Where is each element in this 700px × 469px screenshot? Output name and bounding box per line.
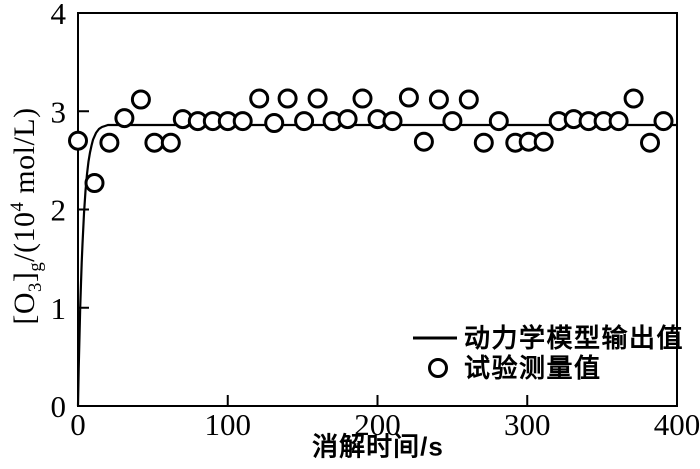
y-tick-label: 1 [51, 291, 67, 326]
legend-label-model: 动力学模型输出值 [464, 323, 684, 353]
data-point-marker [264, 113, 285, 133]
data-point-marker [232, 111, 253, 132]
data-point-marker [458, 89, 479, 110]
y-tick-label: 2 [51, 193, 67, 228]
data-point-marker [68, 130, 88, 151]
y-axis-title-part: mol/L) [8, 107, 41, 202]
data-point-marker [277, 88, 298, 109]
data-point-marker [428, 89, 449, 110]
data-point-marker [473, 132, 494, 153]
data-point-marker [294, 111, 315, 132]
data-point-marker [653, 111, 674, 132]
data-point-marker [533, 131, 554, 152]
y-axis-title-part: 4 [7, 201, 28, 212]
x-tick-label: 100 [205, 407, 252, 442]
data-point-marker [488, 111, 509, 132]
data-point-marker [442, 111, 463, 132]
y-tick-label: 4 [51, 0, 67, 31]
y-tick-label: 0 [51, 389, 67, 424]
data-point-marker [249, 88, 270, 109]
data-point-marker [114, 108, 135, 129]
y-axis-title-part: g [25, 261, 46, 272]
y-axis-title-part: ] [8, 271, 41, 283]
y-axis-title: [O3]g/(104 mol/L) [7, 107, 46, 325]
data-point-marker [160, 132, 181, 153]
data-point-marker [382, 111, 403, 132]
data-point-marker [398, 87, 419, 108]
data-point-marker [623, 88, 644, 109]
x-tick-label: 0 [70, 407, 86, 442]
data-point-marker [130, 89, 151, 110]
legend-circle-sample [428, 358, 448, 378]
y-axis-title-part: [O [8, 291, 41, 325]
data-point-marker [352, 88, 373, 109]
x-tick-label: 200 [354, 407, 401, 442]
data-point-marker [640, 132, 660, 153]
x-tick-label: 300 [504, 407, 551, 442]
y-axis-title-part: /(10 [8, 211, 41, 262]
data-point-marker [337, 109, 358, 130]
data-point-marker [608, 111, 629, 132]
y-tick-label: 3 [51, 94, 67, 129]
x-tick-label: 400 [654, 407, 700, 442]
x-axis-title: 消解时间/s [312, 431, 444, 462]
y-axis-title-part: 3 [25, 282, 46, 292]
model-curve [76, 123, 677, 407]
data-point-marker [413, 131, 434, 152]
data-point-marker [84, 173, 105, 193]
legend-label-measured: 试验测量值 [464, 353, 602, 383]
data-point-marker [307, 88, 328, 109]
data-point-marker [99, 132, 120, 153]
data-point-marker [144, 132, 165, 153]
